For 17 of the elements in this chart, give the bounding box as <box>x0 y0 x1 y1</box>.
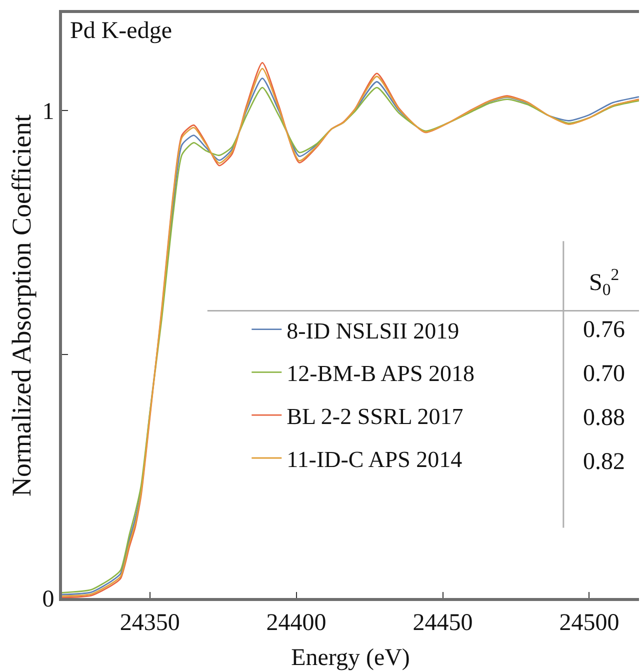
y-tick-label: 1 <box>42 98 54 125</box>
x-tick-label: 24450 <box>412 610 473 636</box>
legend-label: BL 2-2 SSRL 2017 <box>286 404 464 430</box>
x-tick-label: 24350 <box>120 610 180 636</box>
legend-label: 11-ID-C APS 2014 <box>286 446 463 472</box>
annotation: Pd K-edge <box>70 18 172 44</box>
annotation: 0.70 <box>583 361 625 387</box>
legend-label: 8-ID NSLSII 2019 <box>286 318 460 344</box>
annotation: 0.82 <box>583 449 625 475</box>
annotation: 0.76 <box>583 317 625 343</box>
x-tick-label: 24500 <box>559 610 620 636</box>
y-tick-label: 0 <box>42 586 54 612</box>
x-axis-title: Energy (eV) <box>291 645 410 671</box>
legend-label: 12-BM-B APS 2018 <box>286 361 475 386</box>
y-axis-title: Normalized Absorption Coefficient <box>6 114 36 496</box>
annotation: 0.88 <box>583 405 625 431</box>
x-tick-label: 24400 <box>266 610 326 636</box>
